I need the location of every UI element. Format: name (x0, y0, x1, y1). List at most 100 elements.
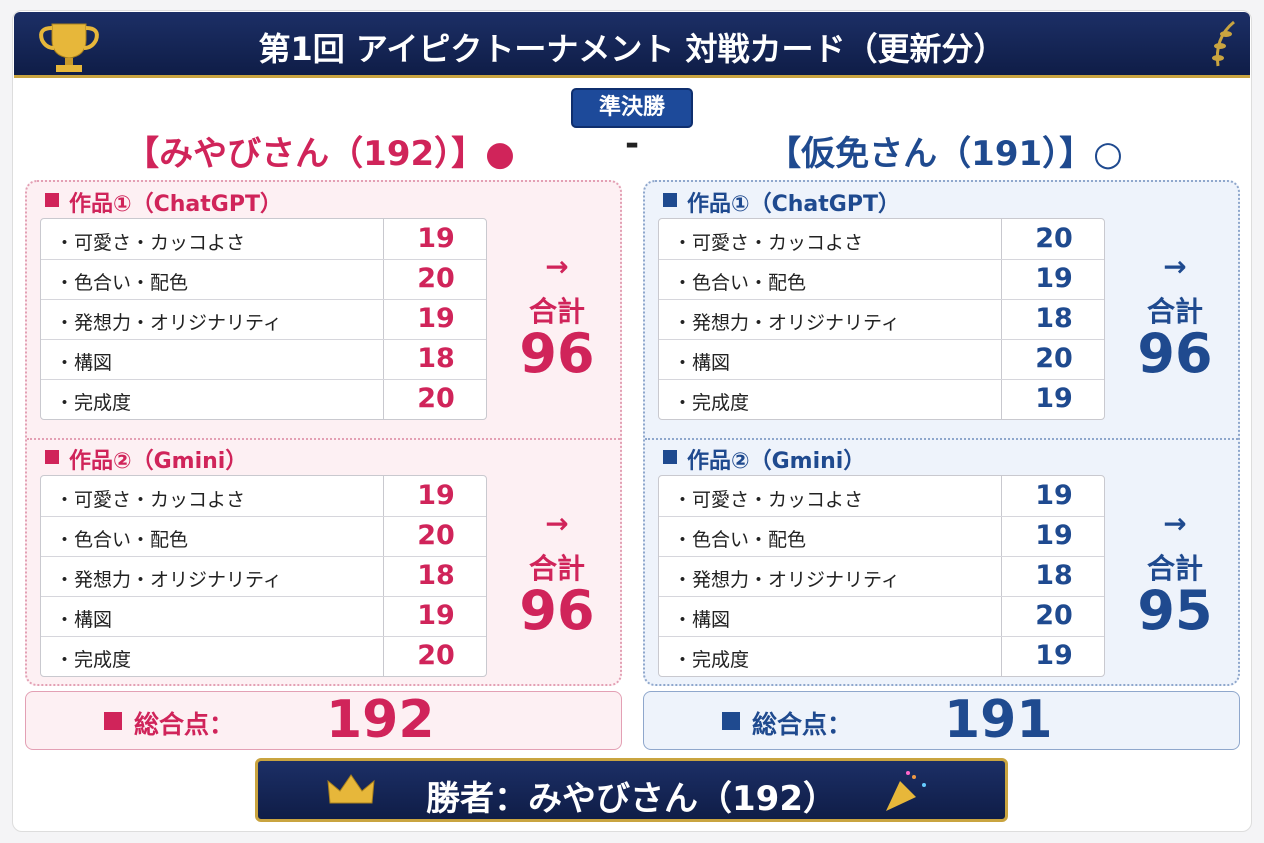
work-title: 作品①（ChatGPT） (69, 192, 282, 217)
section-square (45, 450, 59, 464)
criterion-label: ・色合い・配色 (673, 529, 807, 551)
criterion-label: ・色合い・配色 (55, 272, 189, 294)
total-label: 合計 (1146, 295, 1203, 328)
total-arrow: → (545, 507, 569, 540)
row-divider (659, 299, 1104, 300)
row-divider (659, 556, 1104, 557)
total-arrow: → (1163, 507, 1187, 540)
grand-total-value: 192 (326, 690, 435, 750)
work-title: 作品②（Gmini） (69, 449, 248, 474)
score-table: ・可愛さ・カッコよさ 19 ・色合い・配色 20 ・発想力・オリジナリティ 18 ・構図 19… (40, 475, 487, 677)
criterion-label: ・完成度 (55, 392, 132, 414)
criterion-score: 19 (1035, 640, 1073, 671)
total-label: 合計 (1146, 552, 1203, 585)
section-square (663, 193, 677, 207)
criterion-label: ・構図 (55, 609, 113, 631)
page-title: 第1回 アイピクトーナメント 対戦カード（更新分） (258, 30, 1006, 68)
criterion-score: 18 (1035, 303, 1073, 334)
total-arrow: → (545, 250, 569, 283)
criterion-score: 19 (417, 480, 455, 511)
player-name: 【みやびさん（192）】● (40, 126, 600, 175)
criterion-label: ・可愛さ・カッコよさ (55, 232, 246, 254)
criterion-label: ・色合い・配色 (55, 529, 189, 551)
row-divider (41, 516, 486, 517)
score-column-divider (1001, 476, 1002, 676)
row-divider (659, 636, 1104, 637)
criterion-label: ・可愛さ・カッコよさ (55, 489, 246, 511)
criterion-score: 19 (1035, 520, 1073, 551)
criterion-score: 20 (1035, 223, 1073, 254)
criterion-label: ・完成度 (673, 649, 750, 671)
criterion-score: 20 (417, 383, 455, 414)
player-panel: 作品①（ChatGPT） ・可愛さ・カッコよさ 19 ・色合い・配色 20 ・発想力・オリ… (25, 180, 622, 686)
grand-total-label: 総合点： (752, 710, 853, 739)
row-divider (41, 556, 486, 557)
header-bar: 第1回 アイピクトーナメント 対戦カード（更新分） (14, 12, 1250, 78)
crown-icon (327, 774, 375, 804)
work-title: 作品②（Gmini） (687, 449, 866, 474)
total-label: 合計 (528, 552, 585, 585)
criterion-label: ・発想力・オリジナリティ (673, 569, 900, 591)
grand-square (722, 712, 740, 730)
player-name: 【仮免さん（191）】○ (665, 126, 1225, 175)
grand-total-box: 総合点： 192 (25, 690, 622, 750)
player-name-text: 【仮免さん（191）】 (767, 134, 1094, 174)
score-column-divider (1001, 219, 1002, 419)
trophy-icon (39, 23, 99, 72)
row-divider (659, 379, 1104, 380)
section-square (663, 450, 677, 464)
work-total: 96 (519, 322, 595, 385)
criterion-label: ・発想力・オリジナリティ (55, 312, 282, 334)
criterion-label: ・構図 (673, 609, 731, 631)
player-mark: ● (485, 134, 515, 174)
round-badge: 準決勝 (571, 88, 693, 128)
row-divider (41, 299, 486, 300)
criterion-label: ・構図 (673, 352, 731, 374)
versus-separator: - (624, 124, 640, 164)
player-panel: 作品①（ChatGPT） ・可愛さ・カッコよさ 20 ・色合い・配色 19 ・発想力・オリ… (643, 180, 1240, 686)
score-table: ・可愛さ・カッコよさ 19 ・色合い・配色 19 ・発想力・オリジナリティ 18 ・構図 20… (658, 475, 1105, 677)
criterion-label: ・可愛さ・カッコよさ (673, 489, 864, 511)
row-divider (659, 596, 1104, 597)
winner-bar: 勝者：みやびさん（192） (255, 758, 1008, 822)
criterion-label: ・完成度 (55, 649, 132, 671)
score-table: ・可愛さ・カッコよさ 19 ・色合い・配色 20 ・発想力・オリジナリティ 19 ・構図 18… (40, 218, 487, 420)
criterion-score: 20 (1035, 343, 1073, 374)
criterion-score: 18 (417, 560, 455, 591)
section-divider (27, 438, 620, 440)
winner-text: 勝者：みやびさん（192） (426, 779, 837, 819)
grand-total-label: 総合点： (134, 710, 235, 739)
work-title: 作品①（ChatGPT） (687, 192, 900, 217)
row-divider (41, 636, 486, 637)
work-total: 96 (519, 579, 595, 642)
criterion-score: 20 (417, 263, 455, 294)
criterion-score: 18 (1035, 560, 1073, 591)
criterion-score: 19 (417, 223, 455, 254)
row-divider (659, 516, 1104, 517)
row-divider (659, 339, 1104, 340)
criterion-score: 20 (417, 520, 455, 551)
row-divider (41, 339, 486, 340)
row-divider (41, 596, 486, 597)
grand-total-value: 191 (944, 690, 1053, 750)
criterion-score: 19 (1035, 480, 1073, 511)
laurel-icon (1212, 20, 1235, 67)
grand-total-box: 総合点： 191 (643, 690, 1240, 750)
criterion-score: 19 (1035, 263, 1073, 294)
row-divider (41, 259, 486, 260)
player-name-text: 【みやびさん（192）】 (125, 134, 486, 174)
player-mark: ○ (1093, 134, 1123, 174)
criterion-label: ・構図 (55, 352, 113, 374)
work-total: 96 (1137, 322, 1213, 385)
criterion-score: 20 (1035, 600, 1073, 631)
criterion-score: 18 (417, 343, 455, 374)
grand-square (104, 712, 122, 730)
work-total: 95 (1137, 579, 1213, 642)
row-divider (41, 379, 486, 380)
total-arrow: → (1163, 250, 1187, 283)
criterion-label: ・発想力・オリジナリティ (55, 569, 282, 591)
score-column-divider (383, 476, 384, 676)
criterion-label: ・完成度 (673, 392, 750, 414)
criterion-label: ・可愛さ・カッコよさ (673, 232, 864, 254)
